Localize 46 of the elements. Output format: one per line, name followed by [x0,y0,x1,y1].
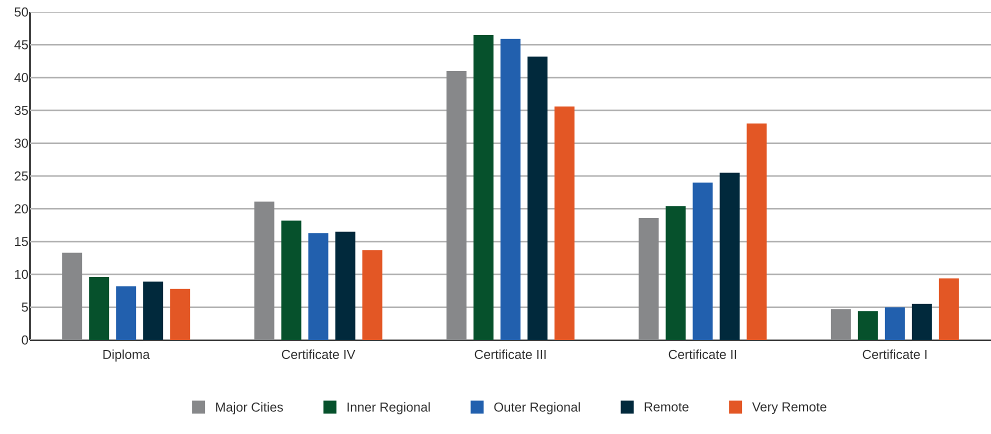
bar [666,206,686,340]
y-tick-label: 0 [22,335,28,345]
bar [830,309,851,340]
bar [720,172,740,340]
legend-label: Remote [644,402,689,412]
bar [554,106,575,340]
y-tick-label: 5 [22,302,28,312]
x-tick-label: Certificate I [862,350,926,360]
bar [858,311,878,340]
bar [638,218,659,340]
bar [692,182,713,340]
y-tick-label: 15 [15,237,28,246]
y-tick-label: 25 [14,171,28,181]
y-tick-label: 50 [14,7,28,17]
bar [308,233,328,340]
y-tick-label: 30 [14,138,28,148]
y-tick-label: 10 [15,270,28,279]
bar [446,71,467,340]
bar [170,288,190,340]
bar [938,278,959,340]
x-tick-label: Diploma [103,350,150,362]
bar [500,38,521,340]
y-tick-label: 35 [14,106,28,115]
bar [143,282,164,340]
legend-label: Major Cities [216,402,283,414]
y-tick-label: 40 [14,73,28,82]
y-tick-label: 20 [14,204,28,214]
x-tick-label: Certificate III [474,350,546,360]
bar [62,252,82,340]
bar [912,304,932,340]
bar [474,34,494,340]
x-tick-label: Certificate II [668,350,736,360]
bar [362,250,382,340]
bar [254,202,274,340]
legend-label: Outer Regional [494,402,580,414]
y-tick-label: 45 [14,40,28,50]
bar [884,307,905,340]
legend-label: Very Remote [752,402,826,414]
bar [335,232,356,340]
bar [116,286,136,340]
legend-label: Inner Regional [348,402,430,414]
x-tick-label: Certificate IV [282,350,356,360]
bar [281,220,302,340]
bar [89,277,110,340]
bar [746,124,767,340]
bar [528,56,548,340]
